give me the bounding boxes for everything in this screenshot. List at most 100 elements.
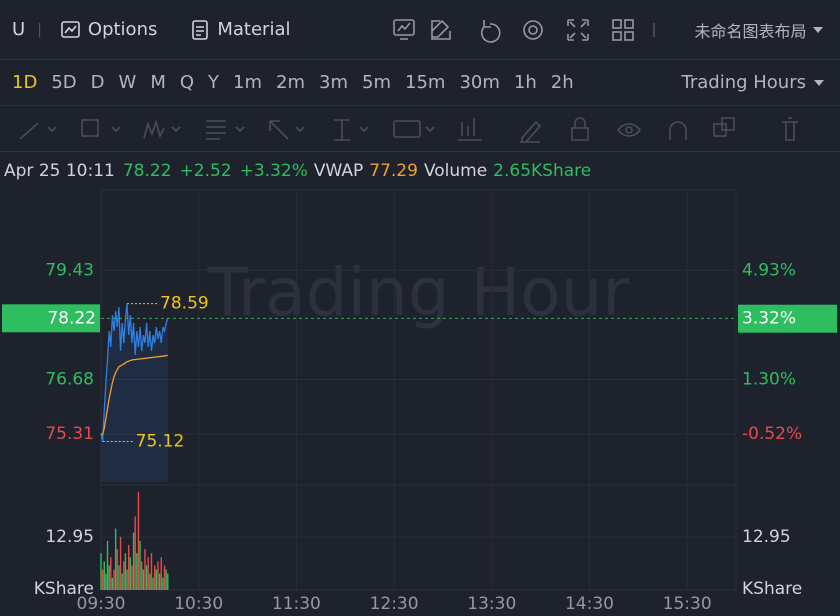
volume-bar — [136, 553, 138, 590]
volume-bar — [150, 553, 153, 590]
vwap-value: 77.29 — [369, 161, 418, 181]
plot-frame — [100, 189, 737, 591]
volume-bar — [118, 565, 120, 590]
drawing-tools — [0, 105, 840, 152]
volume-bar — [123, 561, 125, 590]
session-caret — [814, 79, 824, 86]
change: +2.52 — [179, 161, 232, 181]
volume-bar — [157, 561, 159, 590]
volume-bar — [119, 536, 122, 590]
interval-button[interactable]: W — [118, 72, 137, 93]
interval-bar: 1D 5D D W M Q Y 1m 2m 3m 5m 15m 30m 1h 2h Trading Hour… — [0, 60, 840, 105]
y2-tick-label: -0.52% — [742, 424, 802, 444]
options-icon — [61, 20, 80, 38]
volume-bar — [155, 569, 158, 590]
volume-bar — [101, 569, 104, 590]
volume-bar — [114, 528, 117, 590]
interval-button[interactable]: 1h — [513, 72, 537, 93]
interval-button[interactable]: 15m — [405, 72, 446, 93]
divider: | — [37, 21, 42, 38]
volume-bar — [154, 565, 156, 590]
price-line — [100, 303, 169, 442]
price-area — [101, 303, 168, 482]
volume-bar — [106, 540, 109, 590]
volume-bar — [134, 516, 136, 590]
volume-bar — [124, 553, 127, 590]
material-button[interactable]: Material — [217, 19, 291, 40]
volume-label: Volume — [423, 161, 488, 181]
interval-button[interactable]: 1m — [233, 72, 263, 93]
volume-bar — [163, 565, 166, 590]
material-icon — [192, 19, 209, 40]
x-tick-label: 10:30 — [174, 594, 223, 614]
x-tick-label: 14:30 — [565, 594, 614, 614]
volume-bar — [152, 577, 154, 590]
symbol[interactable]: U — [12, 19, 26, 40]
interval-button[interactable]: D — [90, 72, 105, 93]
volume-bar — [144, 549, 146, 590]
top-bar: U | Options Material 未命名图表布局 — [0, 0, 840, 60]
volume-bar — [167, 573, 169, 590]
toolbar-icons — [393, 18, 656, 43]
volume-bar — [132, 532, 135, 590]
volume-bar — [131, 565, 133, 590]
interval-button[interactable]: M — [150, 72, 166, 93]
x-tick-label: 15:30 — [663, 594, 712, 614]
interval-button[interactable]: 3m — [319, 72, 349, 93]
watermark: Trading Hour — [206, 254, 630, 331]
volume-bar — [165, 569, 167, 590]
interval-button[interactable]: 5m — [362, 72, 392, 93]
last-price-tag — [2, 304, 100, 333]
volume-bar — [160, 557, 162, 590]
layout-button[interactable]: 未命名图表布局 — [694, 21, 807, 41]
interval-button[interactable]: 5D — [51, 72, 77, 93]
x-tick-label: 12:30 — [370, 594, 419, 614]
volume-bar — [121, 573, 123, 590]
x-tick-label: 11:30 — [272, 594, 321, 614]
volume-unit: KShare — [742, 579, 802, 599]
volume-bar — [141, 561, 143, 590]
volume-bar — [158, 573, 161, 590]
high-label: 78.59 — [160, 294, 209, 314]
interval-button[interactable]: 1D — [12, 72, 38, 93]
y-tick-label: 75.31 — [45, 424, 94, 444]
options-button[interactable]: Options — [87, 19, 158, 40]
x-tick-label: 13:30 — [467, 594, 516, 614]
volume-tick-label: 12.95 — [742, 527, 791, 547]
datetime: Apr 25 10:11 — [4, 161, 115, 181]
volume-bar — [139, 540, 141, 590]
last-price: 78.22 — [122, 161, 172, 181]
interval-list: 1D 5D D W M Q Y 1m 2m 3m 5m 15m 30m 1h 2h — [12, 72, 588, 93]
y-tick-label: 79.43 — [45, 260, 94, 280]
volume-bar — [145, 565, 148, 590]
interval-button[interactable]: Q — [179, 72, 195, 93]
change-pct: +3.32% — [239, 161, 308, 181]
interval-button[interactable]: Y — [208, 72, 220, 93]
volume-bar — [129, 557, 132, 590]
volume-bar — [105, 573, 107, 590]
interval-button[interactable]: 2h — [550, 72, 574, 93]
y-tick-label: 76.68 — [45, 370, 94, 390]
volume-value: 2.65KShare — [493, 161, 592, 181]
volume-bar — [137, 491, 140, 590]
drawing-tool-icons — [19, 116, 798, 143]
volume-bar — [108, 565, 110, 590]
info-line: Apr 25 10:11 78.22 +2.52 +3.32% VWAP 77.… — [0, 152, 840, 190]
interval-button[interactable]: 30m — [459, 72, 500, 93]
volume-unit: KShare — [34, 579, 94, 599]
interval-button[interactable]: 2m — [276, 72, 306, 93]
vwap-line — [100, 354, 168, 436]
session-button[interactable]: Trading Hours — [681, 72, 807, 93]
low-label: 75.12 — [136, 431, 185, 451]
volume-bar — [126, 569, 128, 590]
volume-bar — [149, 573, 151, 590]
volume-bar — [103, 561, 105, 590]
x-tick-label: 09:30 — [77, 594, 126, 614]
last-price-label: 78.22 — [47, 308, 96, 328]
volume-bar — [142, 569, 145, 590]
last-pct-tag — [738, 304, 837, 333]
vwap-label: VWAP — [313, 161, 364, 181]
last-pct-label: 3.32% — [742, 309, 796, 329]
volume-bar — [113, 569, 115, 590]
